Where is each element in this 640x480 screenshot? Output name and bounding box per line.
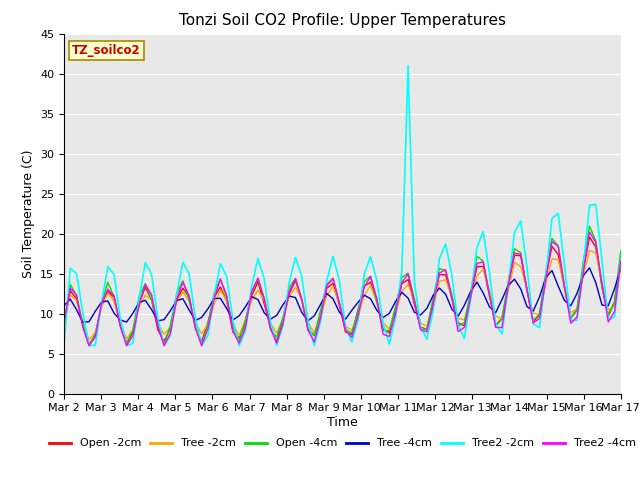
Y-axis label: Soil Temperature (C): Soil Temperature (C) (22, 149, 35, 278)
X-axis label: Time: Time (327, 416, 358, 429)
Text: TZ_soilco2: TZ_soilco2 (72, 44, 141, 58)
Legend: Open -2cm, Tree -2cm, Open -4cm, Tree -4cm, Tree2 -2cm, Tree2 -4cm: Open -2cm, Tree -2cm, Open -4cm, Tree -4… (44, 434, 640, 453)
Title: Tonzi Soil CO2 Profile: Upper Temperatures: Tonzi Soil CO2 Profile: Upper Temperatur… (179, 13, 506, 28)
